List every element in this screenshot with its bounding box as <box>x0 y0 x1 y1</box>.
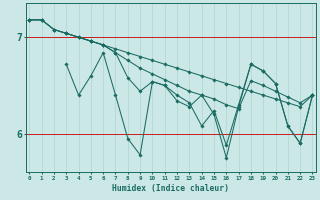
X-axis label: Humidex (Indice chaleur): Humidex (Indice chaleur) <box>112 184 229 193</box>
